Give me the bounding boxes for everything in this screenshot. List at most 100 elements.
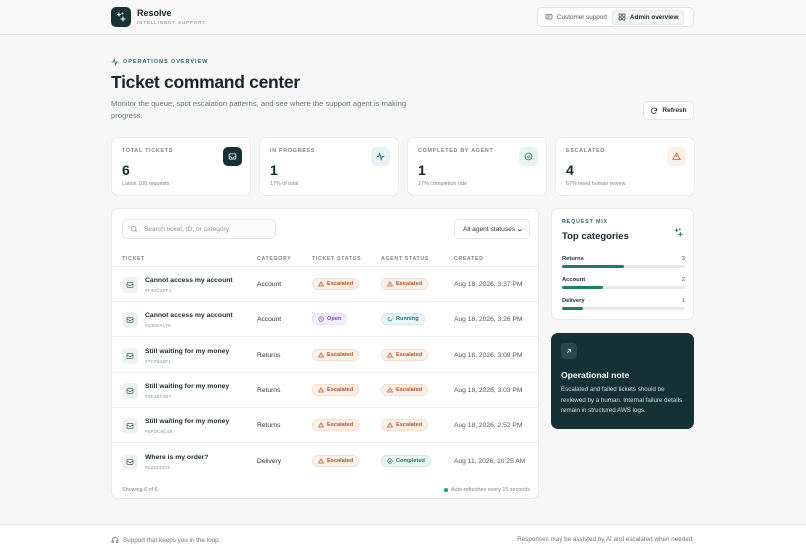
table-row[interactable]: Where is my order? #22223333 Delivery Escal… [112,444,538,479]
activity-icon [111,58,119,66]
search-icon [130,225,137,232]
top-bar: Resolve INTELLIGENT SUPPORT Customer sup… [0,0,806,35]
mix-eyebrow: REQUEST MIX [562,219,608,225]
page-title: Ticket command center [111,72,300,92]
ticket-title: Still waiting for my money [145,382,230,390]
column-header-category[interactable]: CATEGORY [257,256,292,262]
table-row[interactable]: Cannot access my account #438SA175 Account… [112,302,538,338]
category-count: 3 [681,256,685,262]
brand-tagline: INTELLIGENT SUPPORT [137,20,206,25]
footer-tagline: Support that keeps you in the loop. [111,536,220,544]
ticket-status-badge: Open [312,313,348,326]
ticket-icon [122,312,138,329]
stat-card-in-progress: IN PROGRESS 1 17% of total [259,137,399,196]
column-header-ticket-status[interactable]: TICKET STATUS [312,256,362,262]
ticket-title: Still waiting for my money [145,418,230,426]
category-row: Delivery 1 [562,298,685,310]
alert-triangle-icon [318,386,327,393]
footer-disclaimer: Responses may be assisted by AI and esca… [517,536,694,543]
showing-count: Showing 6 of 6 [122,487,158,493]
agent-status-badge: Escalated [381,383,429,396]
ticket-category: Delivery [257,457,282,465]
table-row[interactable]: Cannot access my account #F32C2EF1 Account… [112,267,538,302]
search-box[interactable] [122,219,276,239]
agent-status-badge: Completed [381,454,431,467]
activity-icon [371,147,390,166]
stat-label: IN PROGRESS [270,148,316,154]
agent-status-badge: Running [381,313,425,326]
clock-icon [318,316,327,322]
table-header: TICKET CATEGORY TICKET STATUS AGENT STAT… [112,253,538,267]
alert-triangle-icon [387,386,396,393]
category-bar-track [562,286,685,289]
sparkle-icon [673,225,684,243]
ticket-id: #F32C2EF1 [145,288,172,293]
ticket-status-badge: Escalated [312,278,360,290]
note-title: Operational note [561,370,630,380]
operational-note-card: Operational note Escalated and failed ti… [551,333,694,429]
nav-customer-support-label: Customer support [557,13,608,21]
stat-sub: Latest 100 requests [122,181,170,187]
ticket-category: Returns [257,386,281,394]
ticket-icon [122,453,138,470]
column-header-created[interactable]: CREATED [454,256,484,262]
ticket-created: Aug 18, 2026, 3:09 PM [454,351,523,359]
refresh-icon [651,107,658,114]
chevron-down-icon [517,228,523,232]
brand-name: Resolve [137,8,172,18]
category-bar-track [562,307,685,310]
headset-icon [111,537,119,544]
sparkle-logo-icon [111,7,131,27]
ticket-title: Cannot access my account [145,277,233,284]
alert-triangle-icon [318,351,327,358]
column-header-ticket[interactable]: TICKET [122,256,145,262]
stat-value: 6 [122,162,130,178]
category-bar-fill [562,286,603,289]
check-circle-icon [519,147,538,166]
ticket-status-badge: Escalated [312,383,360,396]
inbox-icon [223,147,242,166]
column-header-agent-status[interactable]: AGENT STATUS [381,256,429,262]
agent-status-badge: Escalated [381,419,429,432]
table-row[interactable]: Still waiting for my money #3E3BF3B7 Retur… [112,373,538,408]
agent-status-filter[interactable]: All agent statuses [454,219,530,239]
ticket-category: Returns [257,351,281,359]
auto-refresh-note: Auto-refreshes every 15 seconds [444,487,530,493]
ticket-id: #22223333 [145,464,170,470]
alert-triangle-icon [387,422,396,428]
ticket-created: Aug 18, 2026, 3:26 PM [454,316,523,324]
category-row: Account 2 [562,277,685,289]
nav-customer-support[interactable]: Customer support [540,10,612,25]
brand[interactable]: Resolve INTELLIGENT SUPPORT [111,7,206,27]
ticket-id: #3E3BF3B7 [145,393,172,399]
alert-triangle-icon [318,281,327,287]
ticket-created: Aug 18, 2026, 3:03 PM [454,386,523,394]
category-name: Returns [562,256,584,262]
ticket-created: Aug 18, 2026, 3:37 PM [454,281,523,288]
ticket-id: #438SA175 [145,323,171,329]
table-row[interactable]: Still waiting for my money #7CF526F1 Retur… [112,338,538,373]
page-eyebrow: OPERATIONS OVERVIEW [111,58,208,66]
refresh-button[interactable]: Refresh [643,101,694,120]
tickets-panel: All agent statuses TICKET CATEGORY TICKE… [111,208,539,499]
ticket-icon [122,418,138,435]
category-bar-fill [562,307,583,310]
stat-label: ESCALATED [566,148,605,154]
category-count: 2 [681,277,685,283]
ticket-title: Where is my order? [145,453,209,461]
table-footer: Showing 6 of 6 Auto-refreshes every 15 s… [122,487,530,493]
ticket-status-badge: Escalated [312,348,360,361]
ticket-category: Account [257,281,282,288]
stat-value: 1 [418,162,426,178]
message-square-icon [545,14,553,20]
ticket-id: #7CF526F1 [145,358,172,364]
agent-status-filter-value: All agent statuses [463,225,516,233]
ticket-created: Aug 11, 2026, 10:25 AM [454,457,526,465]
table-row[interactable]: Still waiting for my money #8FDC6C48 Retur… [112,408,538,444]
alert-triangle-icon [387,351,396,358]
stat-label: TOTAL TICKETS [122,148,174,154]
nav-admin-overview[interactable]: Admin overview [612,9,685,25]
stat-card-total: TOTAL TICKETS 6 Latest 100 requests [111,137,251,196]
search-input[interactable] [144,225,264,233]
stat-value: 1 [270,162,278,178]
